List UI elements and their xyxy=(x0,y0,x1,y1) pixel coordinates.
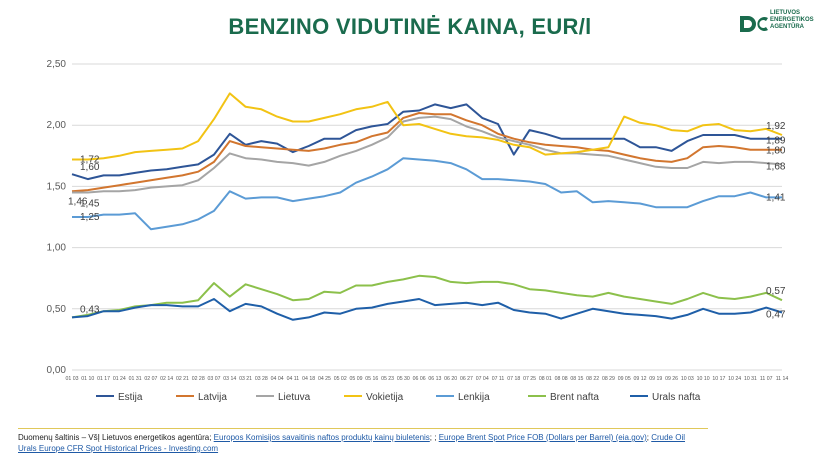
source-link-ec-bulletin[interactable]: Europos Komisijos savaitinis naftos prod… xyxy=(213,433,430,442)
x-tick-label: 01 03 xyxy=(66,376,79,382)
x-tick-label: 09 05 xyxy=(618,376,631,382)
source-prefix: Duomenų šaltinis – VšĮ Lietuvos energeti… xyxy=(18,433,214,442)
x-tick-label: 01 17 xyxy=(97,376,110,382)
series-line-urals-nafta xyxy=(71,298,783,321)
legend-label: Latvija xyxy=(198,392,227,403)
x-tick-label: 03 14 xyxy=(223,376,236,382)
x-tick-label: 10 31 xyxy=(744,376,757,382)
y-tick-label: 1,00 xyxy=(47,243,67,254)
x-tick-label: 10 03 xyxy=(681,376,694,382)
legend-label: Lenkija xyxy=(458,392,490,403)
logo-line: AGENTŪRA xyxy=(770,24,804,30)
end-data-label: 1,89 xyxy=(766,136,786,147)
x-tick-label: 08 08 xyxy=(555,376,568,382)
series-line-latvija xyxy=(71,112,782,193)
x-tick-label: 05 02 xyxy=(334,376,347,382)
chart-title: BENZINO VIDUTINĖ KAINA, EUR/l xyxy=(228,14,592,39)
series-line-vokietija xyxy=(72,92,783,161)
x-tick-label: 06 20 xyxy=(444,376,457,382)
x-tick-label: 07 25 xyxy=(523,376,536,382)
end-data-label: 1,80 xyxy=(766,146,786,157)
x-tick-label: 05 16 xyxy=(365,376,378,382)
x-tick-label: 11 07 xyxy=(760,376,773,382)
series-line-lenkija xyxy=(72,157,782,231)
x-tick-label: 11 14 xyxy=(776,376,789,382)
x-tick-label: 08 22 xyxy=(586,376,599,382)
x-tick-label: 03 21 xyxy=(239,376,252,382)
legend-label: Brent nafta xyxy=(550,392,599,403)
source-link-investing-urals[interactable]: Crude Oil Urals Europe CFR Spot Historic… xyxy=(18,433,686,453)
x-tick-label: 05 30 xyxy=(397,376,410,382)
x-tick-label: 08 01 xyxy=(539,376,552,382)
source-separator: ; xyxy=(646,433,652,442)
x-tick-label: 09 26 xyxy=(665,376,678,382)
start-data-label: 0,43 xyxy=(80,304,100,315)
start-data-label: 1,45 xyxy=(80,199,100,210)
legend-label: Lietuva xyxy=(278,392,311,403)
x-tick-label: 03 28 xyxy=(255,376,268,382)
x-tick-label: 09 12 xyxy=(634,376,647,382)
x-tick-label: 05 09 xyxy=(350,376,363,382)
x-tick-label: 08 15 xyxy=(570,376,583,382)
series-line-brent-nafta xyxy=(71,274,783,319)
start-data-label: 1,60 xyxy=(80,162,100,173)
x-tick-label: 02 07 xyxy=(144,376,157,382)
source-separator: ; ; xyxy=(429,433,439,442)
source-link-eia-brent[interactable]: Europe Brent Spot Price FOB (Dollars per… xyxy=(438,433,647,442)
x-tick-label: 07 18 xyxy=(507,376,520,382)
x-tick-label: 04 04 xyxy=(271,376,284,382)
source-divider xyxy=(18,428,708,429)
legend-label: Urals nafta xyxy=(652,392,701,403)
x-tick-label: 08 29 xyxy=(602,376,615,382)
start-data-label: 1,72 xyxy=(80,154,100,165)
x-tick-label: 07 04 xyxy=(476,376,489,382)
end-data-label: 0,47 xyxy=(766,309,786,320)
y-tick-label: 0,00 xyxy=(47,365,67,376)
x-tick-label: 10 17 xyxy=(712,376,725,382)
x-tick-label: 04 18 xyxy=(302,376,315,382)
agency-logo-text: LIETUVOS ENERGETIKOS AGENTŪRA xyxy=(770,10,814,31)
x-tick-label: 07 11 xyxy=(492,376,505,382)
legend-label: Vokietija xyxy=(366,392,404,403)
x-tick-label: 06 27 xyxy=(460,376,473,382)
series-line-estija xyxy=(71,103,782,181)
logo-line: ENERGETIKOS xyxy=(770,17,814,23)
y-tick-label: 2,50 xyxy=(47,59,67,70)
end-data-label: 0,57 xyxy=(766,286,786,297)
x-tick-label: 04 11 xyxy=(287,376,300,382)
y-tick-label: 2,00 xyxy=(47,120,67,131)
logo-line: LIETUVOS xyxy=(770,10,801,16)
y-tick-label: 1,50 xyxy=(47,181,67,192)
end-data-label: 1,41 xyxy=(766,192,786,203)
x-tick-label: 01 24 xyxy=(113,376,126,382)
x-tick-label: 06 13 xyxy=(428,376,441,382)
legend-label: Estija xyxy=(118,392,143,403)
x-tick-label: 03 07 xyxy=(208,376,221,382)
x-tick-label: 02 21 xyxy=(176,376,189,382)
series-line-lietuva xyxy=(72,115,783,194)
x-tick-label: 02 28 xyxy=(192,376,205,382)
y-tick-label: 0,50 xyxy=(47,304,67,315)
x-tick-label: 10 10 xyxy=(697,376,710,382)
end-data-label: 1,92 xyxy=(766,121,786,132)
x-tick-label: 09 19 xyxy=(649,376,662,382)
x-tick-label: 10 24 xyxy=(728,376,741,382)
end-data-label: 1,68 xyxy=(766,161,786,172)
start-data-label: 1,25 xyxy=(80,212,100,223)
x-tick-label: 02 14 xyxy=(160,376,173,382)
start-data-label: 1,46 xyxy=(68,196,88,207)
x-tick-label: 05 23 xyxy=(381,376,394,382)
x-tick-label: 01 10 xyxy=(81,376,94,382)
source-note: Duomenų šaltinis – VšĮ Lietuvos energeti… xyxy=(18,432,698,454)
agency-logo-icon xyxy=(740,16,768,32)
x-tick-label: 06 06 xyxy=(413,376,426,382)
x-tick-label: 01 31 xyxy=(129,376,142,382)
x-tick-label: 04 25 xyxy=(318,376,331,382)
